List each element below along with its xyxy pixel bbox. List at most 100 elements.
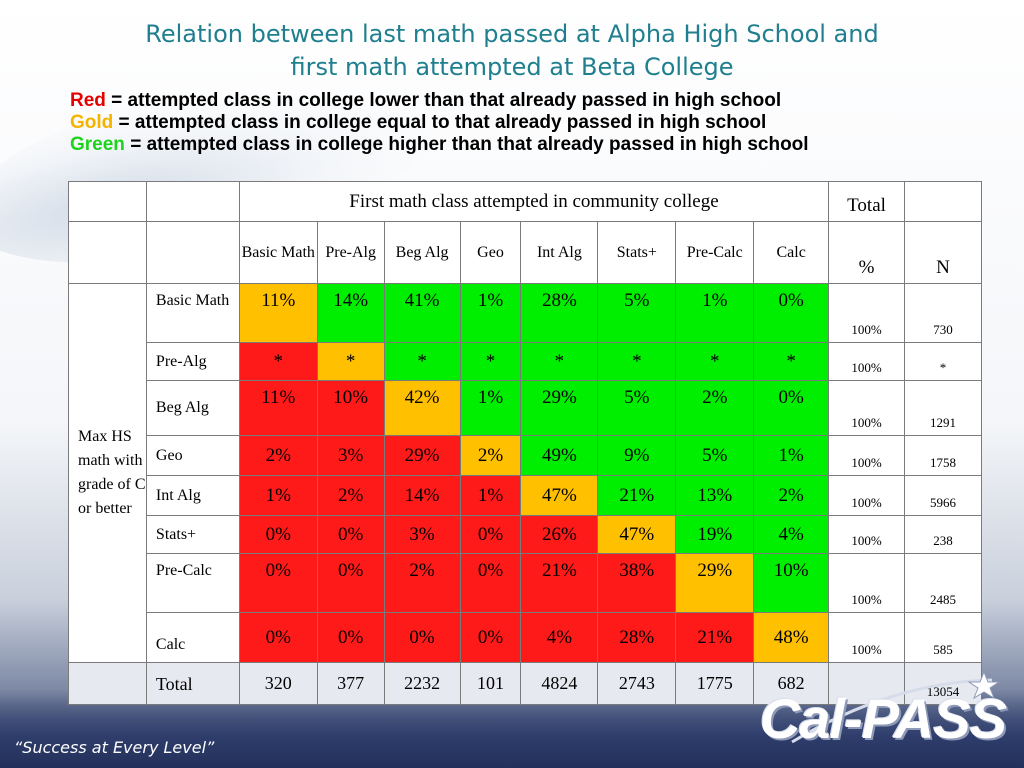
table-row: Int Alg 1% 2% 14% 1% 47% 21% 13% 2% 100% 5966	[69, 475, 982, 516]
corner-cell	[68, 181, 147, 222]
percent-cell: 2%	[383, 553, 461, 613]
row-total-n: 1758	[904, 435, 982, 476]
percent-cell: 10%	[316, 380, 385, 436]
percent-cell: 2%	[316, 475, 385, 516]
percent-cell: 19%	[675, 515, 755, 554]
percent-cell: 5%	[597, 283, 677, 343]
percent-cell: 11%	[238, 380, 318, 436]
row-total-pct: 100%	[828, 475, 905, 516]
row-label: Int Alg	[145, 475, 240, 516]
row-total-n: 730	[904, 283, 982, 343]
row-group-label: Max HS math with grade of C or better	[68, 283, 147, 663]
percent-cell: 29%	[675, 553, 755, 613]
percent-cell: *	[675, 342, 755, 381]
row-label: Basic Math	[145, 283, 240, 343]
percent-cell: 0%	[753, 380, 830, 436]
cal-pass-logo: Cal-PASS	[752, 672, 1014, 764]
percent-cell: 1%	[675, 283, 755, 343]
legend-green-word: Green	[70, 134, 125, 155]
column-total-cell: 101	[459, 662, 522, 705]
row-total-n: 238	[904, 515, 982, 554]
percent-cell: 0%	[316, 553, 385, 613]
row-total-n: 2485	[904, 553, 982, 613]
percent-cell: 38%	[597, 553, 677, 613]
column-total-cell: 1775	[675, 662, 755, 705]
percent-cell: *	[753, 342, 830, 381]
table-row: Beg Alg 11% 10% 42% 1% 29% 5% 2% 0% 100% 1291	[69, 380, 982, 436]
column-total-cell: 4824	[520, 662, 599, 705]
percent-cell: 1%	[753, 435, 830, 476]
percent-cell: 1%	[459, 380, 522, 436]
legend-green: Green = attempted class in college highe…	[70, 134, 1010, 156]
column-total-cell: 2232	[383, 662, 461, 705]
header-row-group: First math class attempted in community …	[68, 181, 982, 222]
row-label: Pre-Alg	[145, 342, 240, 381]
row-label: Pre-Calc	[145, 553, 240, 613]
percent-cell: 48%	[753, 612, 830, 663]
table-row: Pre-Calc 0% 0% 2% 0% 21% 38% 29% 10% 100% 2485	[69, 553, 982, 613]
legend-red: Red = attempted class in college lower t…	[70, 90, 1010, 112]
row-total-pct: 100%	[828, 435, 905, 476]
percent-cell: 0%	[753, 283, 830, 343]
corner-cell	[68, 221, 147, 284]
row-total-n: *	[904, 342, 982, 381]
header-row-columns: Basic Math Pre-Alg Beg Alg Geo Int Alg Stats+…	[68, 221, 982, 284]
row-total-pct: 100%	[828, 612, 905, 663]
percent-cell: 0%	[238, 515, 318, 554]
legend-red-word: Red	[70, 90, 106, 111]
tagline: “Success at Every Level”	[14, 738, 215, 757]
percent-cell: 29%	[383, 435, 461, 476]
percent-cell: 4%	[520, 612, 599, 663]
percent-cell: 1%	[459, 475, 522, 516]
percent-cell: 4%	[753, 515, 830, 554]
percent-cell: 21%	[675, 612, 755, 663]
percent-cell: *	[459, 342, 522, 381]
total-row-label: Total	[145, 662, 240, 705]
legend-gold-word: Gold	[70, 112, 114, 133]
total-row-blank	[68, 662, 147, 705]
row-total-n: 585	[904, 612, 982, 663]
column-header: Stats+	[597, 221, 677, 284]
column-header: Pre-Calc	[675, 221, 755, 284]
math-placement-table: First math class attempted in community …	[68, 181, 982, 705]
table-row: Geo 2% 3% 29% 2% 49% 9% 5% 1% 100% 1758	[69, 435, 982, 476]
row-label: Stats+	[145, 515, 240, 554]
percent-cell: 47%	[597, 515, 677, 554]
column-header: Int Alg	[520, 221, 599, 284]
total-header: Total	[828, 181, 905, 222]
percent-cell: 9%	[597, 435, 677, 476]
header-group-label: First math class attempted in community …	[238, 181, 830, 222]
column-total-cell: 320	[238, 662, 318, 705]
page-title: Relation between last math passed at Alp…	[0, 18, 1024, 84]
table-row: Pre-Alg * * * * * * * * 100% *	[69, 342, 982, 381]
row-total-pct: 100%	[828, 380, 905, 436]
percent-cell: 42%	[383, 380, 461, 436]
column-header: Basic Math	[238, 221, 318, 284]
corner-cell	[145, 221, 240, 284]
column-total-cell: 2743	[597, 662, 677, 705]
legend-gold-text: = attempted class in college equal to th…	[113, 112, 767, 133]
title-line-2: first math attempted at Beta College	[290, 53, 734, 81]
percent-cell: *	[597, 342, 677, 381]
percent-cell: 5%	[597, 380, 677, 436]
column-header: Calc	[753, 221, 830, 284]
percent-cell: 0%	[459, 612, 522, 663]
percent-cell: 21%	[520, 553, 599, 613]
column-total-cell: 682	[753, 662, 830, 705]
column-header: Geo	[459, 221, 522, 284]
table-row: Calc 0% 0% 0% 0% 4% 28% 21% 48% 100% 585	[69, 612, 982, 663]
percent-cell: 49%	[520, 435, 599, 476]
star-swoosh-icon	[791, 672, 1001, 744]
percent-cell: 14%	[383, 475, 461, 516]
pct-header: %	[828, 221, 905, 284]
row-total-n: 5966	[904, 475, 982, 516]
percent-cell: 0%	[383, 612, 461, 663]
row-total-pct: 100%	[828, 342, 905, 381]
table-row: Max HS math with grade of C or better Bas…	[68, 283, 982, 663]
percent-cell: 2%	[675, 380, 755, 436]
percent-cell: 29%	[520, 380, 599, 436]
percent-cell: 41%	[383, 283, 461, 343]
percent-cell: 28%	[597, 612, 677, 663]
percent-cell: 5%	[675, 435, 755, 476]
percent-cell: 10%	[753, 553, 830, 613]
